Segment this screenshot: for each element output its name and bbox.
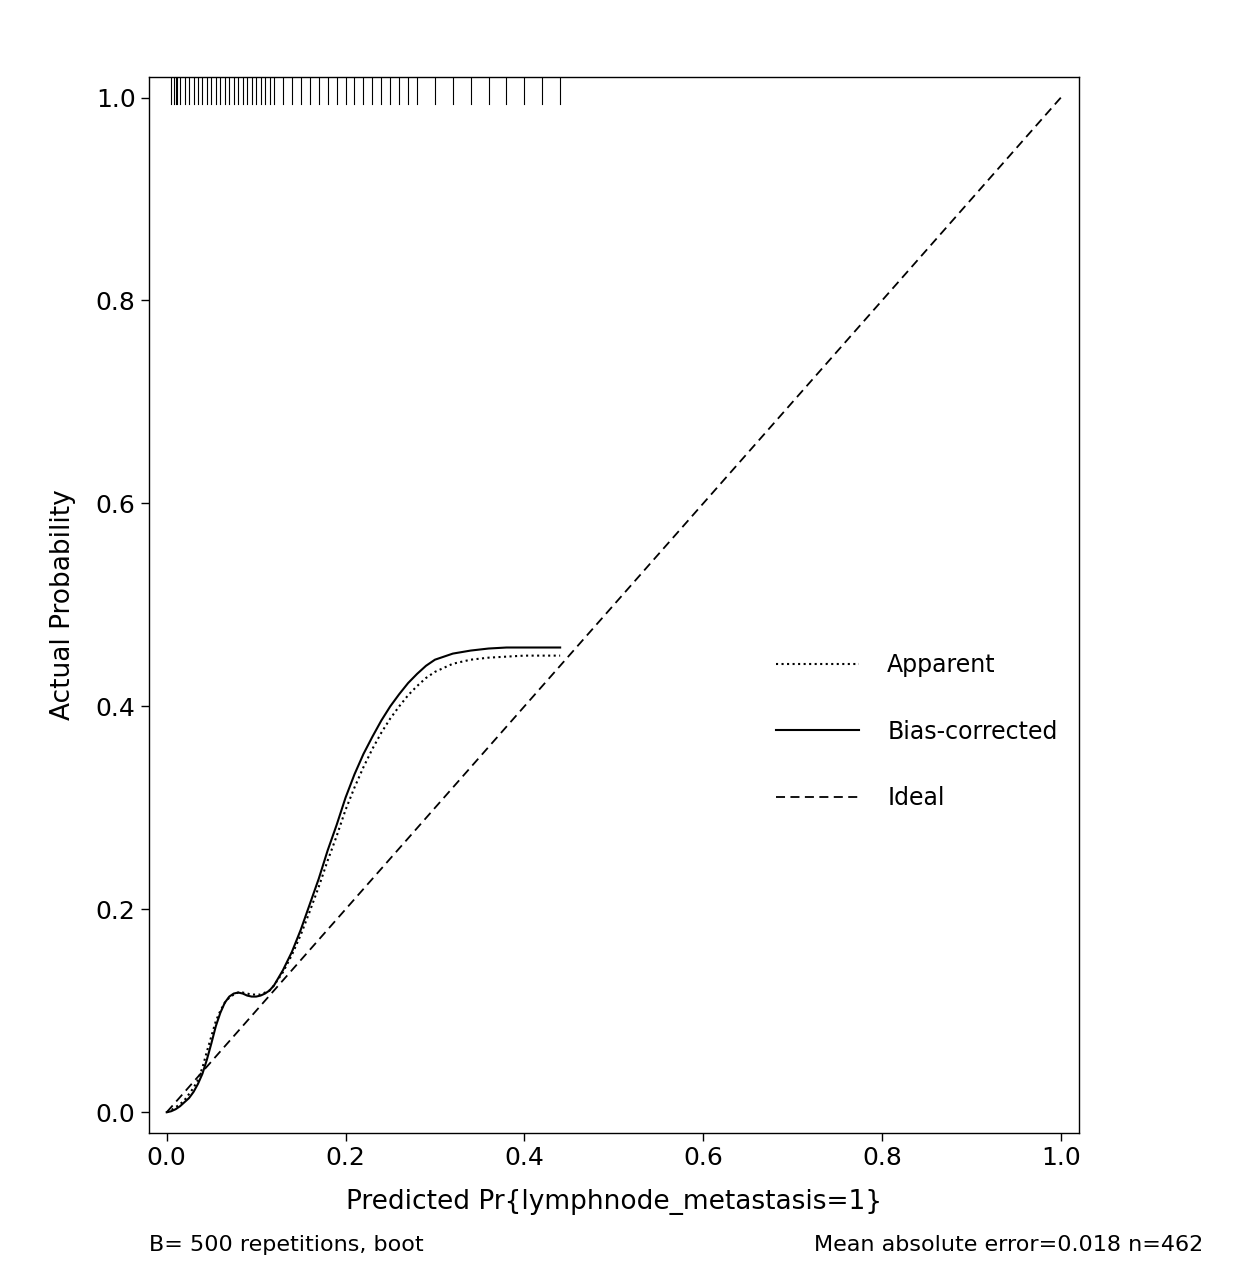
X-axis label: Predicted Pr{lymphnode_metastasis=1}: Predicted Pr{lymphnode_metastasis=1}: [346, 1189, 882, 1215]
Text: B= 500 repetitions, boot: B= 500 repetitions, boot: [149, 1234, 423, 1255]
Y-axis label: Actual Probability: Actual Probability: [51, 489, 77, 721]
Legend: Apparent, Bias-corrected, Ideal: Apparent, Bias-corrected, Ideal: [766, 644, 1066, 820]
Text: Mean absolute error=0.018 n=462: Mean absolute error=0.018 n=462: [813, 1234, 1203, 1255]
